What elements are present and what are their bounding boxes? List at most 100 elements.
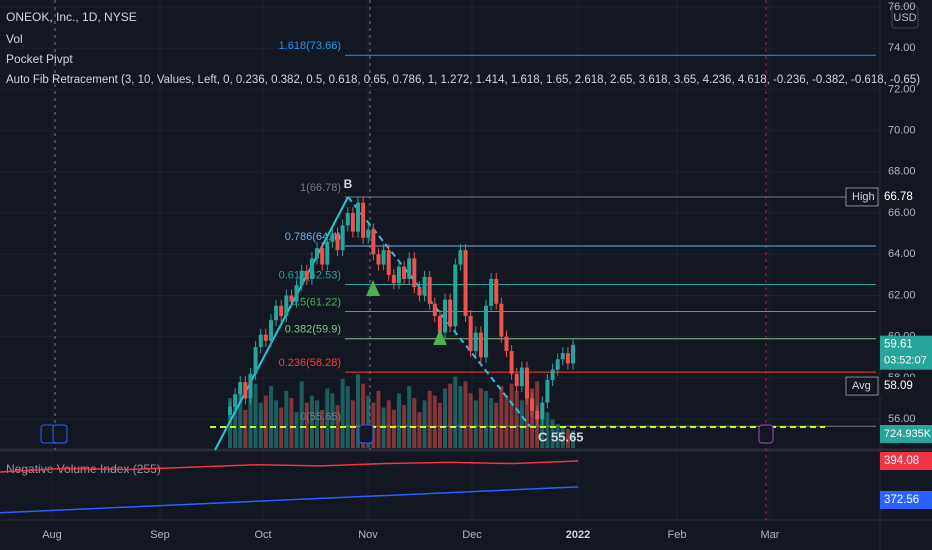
y-tick-label: 72.00 <box>888 83 916 95</box>
indicator-label: Pocket Pivpt <box>6 52 73 66</box>
pocket-pivot <box>433 329 447 345</box>
candle <box>371 229 376 255</box>
currency[interactable]: USD <box>893 12 916 24</box>
y-tick-label: 62.00 <box>888 289 916 301</box>
volume-bar <box>366 395 371 448</box>
volume-bar <box>524 378 529 448</box>
nvi-badge-text: 394.08 <box>884 455 919 467</box>
volume-bar <box>243 409 248 448</box>
volume-bar <box>325 388 330 448</box>
y-tick-label: 74.00 <box>888 42 916 54</box>
candle <box>315 248 320 259</box>
volume-bar <box>555 424 560 448</box>
candle <box>530 398 535 411</box>
x-tick-label: Sep <box>150 529 170 541</box>
volume-bar <box>571 430 576 448</box>
candle <box>453 264 458 327</box>
symbol-title: ONEOK, Inc., 1D, NYSE <box>6 10 137 24</box>
nvi-ma-line <box>0 486 579 514</box>
y-tick-label: 68.00 <box>888 166 916 178</box>
candle <box>361 202 366 238</box>
volume-bar <box>560 426 565 448</box>
volume-bar <box>519 400 524 448</box>
volume-bar <box>330 393 335 448</box>
candle <box>473 332 478 352</box>
candle <box>350 213 355 232</box>
volume-bar <box>345 386 350 448</box>
candle <box>489 278 494 306</box>
candle <box>550 369 555 380</box>
candle <box>356 202 360 232</box>
earnings-marker <box>358 424 374 444</box>
y-tick-label: 76.00 <box>888 1 916 13</box>
indicator-label: Auto Fib Retracement (3, 10, Values, Lef… <box>6 74 920 86</box>
currency-box[interactable] <box>891 5 919 29</box>
earnings-marker <box>758 424 774 444</box>
candle <box>345 213 350 226</box>
pattern-point: B <box>344 177 353 191</box>
candle <box>253 346 258 374</box>
x-tick-label: Nov <box>358 529 378 541</box>
volume-bar <box>407 386 412 448</box>
volume-bar <box>253 383 258 448</box>
volume-bar <box>299 381 304 448</box>
last-price: 59.61 <box>884 339 913 351</box>
candle <box>263 334 268 341</box>
volume-bar <box>545 412 550 448</box>
volume-bar <box>565 428 570 448</box>
candle <box>458 250 463 265</box>
countdown: 03:52:07 <box>884 355 927 367</box>
candle <box>443 299 448 333</box>
volume-bar <box>550 419 555 448</box>
volume-bar <box>294 412 299 448</box>
pattern-point: C 55.65 <box>538 429 584 444</box>
volume-bar <box>422 400 427 448</box>
fib-label: 0.382(59.9) <box>285 324 341 336</box>
volume-badge-text: 724.935K <box>884 428 932 440</box>
volume-bar <box>453 376 458 448</box>
plot: 1.618(73.66)1(66.78)0.786(64.4)0.618(62.… <box>0 40 876 514</box>
volume-bar <box>443 388 448 448</box>
candle <box>233 394 238 407</box>
nvi-line <box>0 460 579 473</box>
candle <box>499 303 504 337</box>
volume-bar <box>258 402 263 448</box>
candle <box>294 285 299 302</box>
badge-label-box <box>845 376 879 396</box>
candle <box>478 332 483 358</box>
volume-bar <box>304 402 309 448</box>
candle <box>381 250 386 265</box>
fib-label: 1(66.78) <box>300 182 341 194</box>
volume-bar <box>309 395 314 448</box>
volume-bar <box>376 390 381 448</box>
price-badge <box>880 187 932 206</box>
candle <box>468 316 473 352</box>
candle <box>335 233 340 251</box>
volume-badge <box>880 425 932 443</box>
volume-bar <box>248 393 253 448</box>
candle <box>396 266 401 284</box>
volume-bar <box>514 390 519 448</box>
volume-bar <box>484 390 488 448</box>
candle <box>494 278 499 304</box>
candle <box>376 254 381 265</box>
volume-bar <box>263 395 268 448</box>
volume-bar <box>412 398 417 448</box>
candle <box>228 406 232 415</box>
candle <box>258 334 263 347</box>
candle <box>565 353 570 364</box>
price-badge-text: 58.09 <box>884 380 913 392</box>
y-tick-label: 56.00 <box>888 413 916 425</box>
candle <box>309 258 314 279</box>
candle <box>519 367 524 387</box>
candle <box>386 250 391 275</box>
price-badge <box>880 377 932 396</box>
fib-label: 0.5(61.22) <box>291 296 341 308</box>
y-tick-label: 70.00 <box>888 125 916 137</box>
fib-label: 0(55.65) <box>300 411 341 423</box>
candle <box>243 382 248 399</box>
candle <box>571 344 576 364</box>
candle <box>268 320 273 341</box>
x-tick-label: Feb <box>668 529 687 541</box>
volume-bar <box>509 383 514 448</box>
